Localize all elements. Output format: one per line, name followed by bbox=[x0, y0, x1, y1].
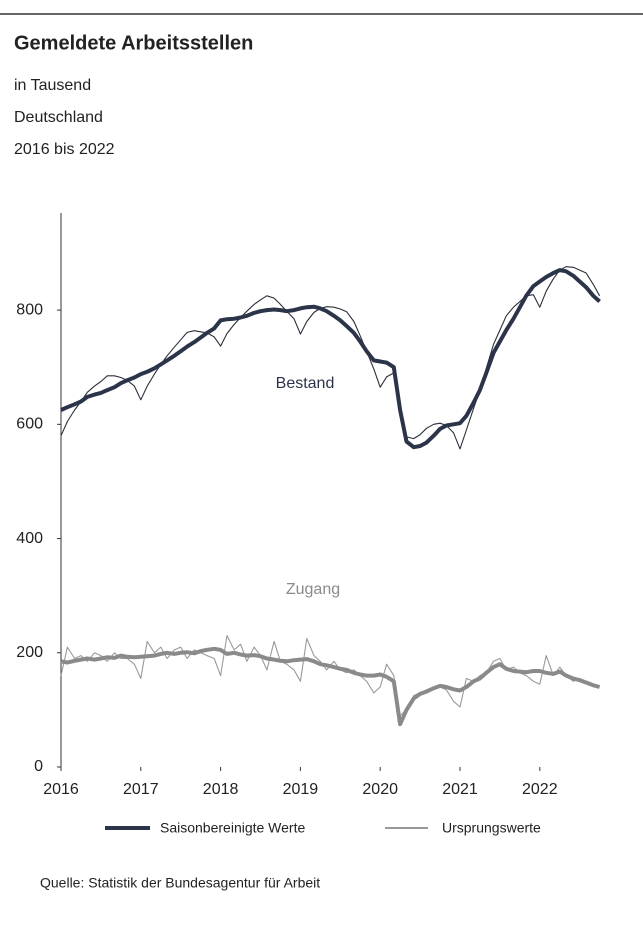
series-label: Bestand bbox=[276, 375, 335, 392]
y-tick-label: 800 bbox=[16, 301, 43, 318]
subtitle: 2016 bis 2022 bbox=[14, 141, 115, 158]
adjusted-line bbox=[60, 646, 601, 727]
y-tick-label: 200 bbox=[16, 644, 43, 661]
x-tick-label: 2018 bbox=[203, 781, 239, 798]
x-tick-label: 2020 bbox=[362, 781, 398, 798]
source: Quelle: Statistik der Bundesagentur für … bbox=[40, 875, 320, 891]
subtitle: Deutschland bbox=[14, 109, 103, 126]
series-label: Zugang bbox=[286, 581, 340, 598]
subtitle: in Tausend bbox=[14, 77, 91, 94]
x-tick-label: 2019 bbox=[283, 781, 319, 798]
raw-line bbox=[60, 635, 600, 717]
legend-label: Ursprungswerte bbox=[442, 820, 541, 836]
adjusted-line bbox=[60, 268, 601, 450]
y-tick-label: 400 bbox=[16, 530, 43, 547]
x-tick-label: 2021 bbox=[442, 781, 478, 798]
raw-line bbox=[60, 266, 601, 450]
legend-label: Saisonbereinigte Werte bbox=[160, 820, 305, 836]
x-tick-label: 2016 bbox=[43, 781, 79, 798]
y-tick-label: 600 bbox=[16, 416, 43, 433]
chart-title: Gemeldete Arbeitsstellen bbox=[14, 32, 253, 54]
x-tick-label: 2017 bbox=[123, 781, 159, 798]
x-tick-label: 2022 bbox=[522, 781, 558, 798]
y-tick-label: 0 bbox=[34, 758, 43, 775]
